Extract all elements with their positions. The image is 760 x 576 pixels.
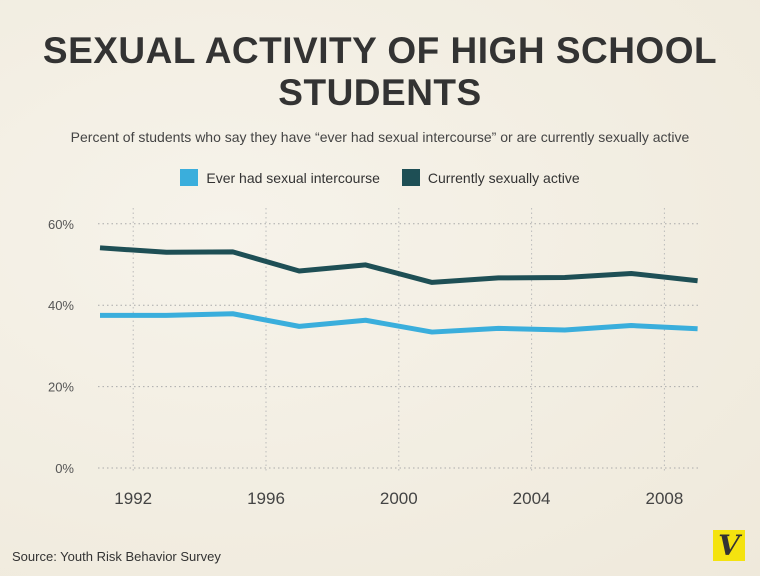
x-tick-label: 2008	[645, 489, 683, 508]
y-tick-label: 0%	[55, 461, 74, 476]
series-line-currently-active	[99, 245, 698, 285]
series-line-ever-had	[100, 311, 698, 335]
x-tick-label: 2004	[513, 489, 551, 508]
legend-label: Currently sexually active	[427, 169, 580, 186]
x-tick-label: 1992	[114, 489, 152, 508]
legend-label: Ever had sexual intercourse	[206, 169, 380, 186]
chart-subtitle: Percent of students who say they have “e…	[70, 129, 690, 145]
x-tick-label: 1996	[247, 489, 285, 508]
legend-swatch	[401, 169, 420, 186]
y-tick-label: 20%	[48, 380, 74, 395]
legend-item-current: Currently sexually active	[401, 169, 580, 186]
x-tick-label: 2000	[380, 489, 418, 508]
legend-item-ever: Ever had sexual intercourse	[180, 169, 380, 186]
y-tick-label: 60%	[48, 217, 74, 232]
vox-logo: V	[713, 530, 745, 561]
chart-title: SEXUAL ACTIVITY OF HIGH SCHOOL STUDENTS	[42, 30, 718, 113]
source-note: Source: Youth Risk Behavior Survey	[12, 549, 221, 564]
legend: Ever had sexual intercourse Currently se…	[0, 169, 760, 186]
legend-swatch	[180, 169, 199, 186]
y-tick-label: 40%	[48, 298, 74, 313]
